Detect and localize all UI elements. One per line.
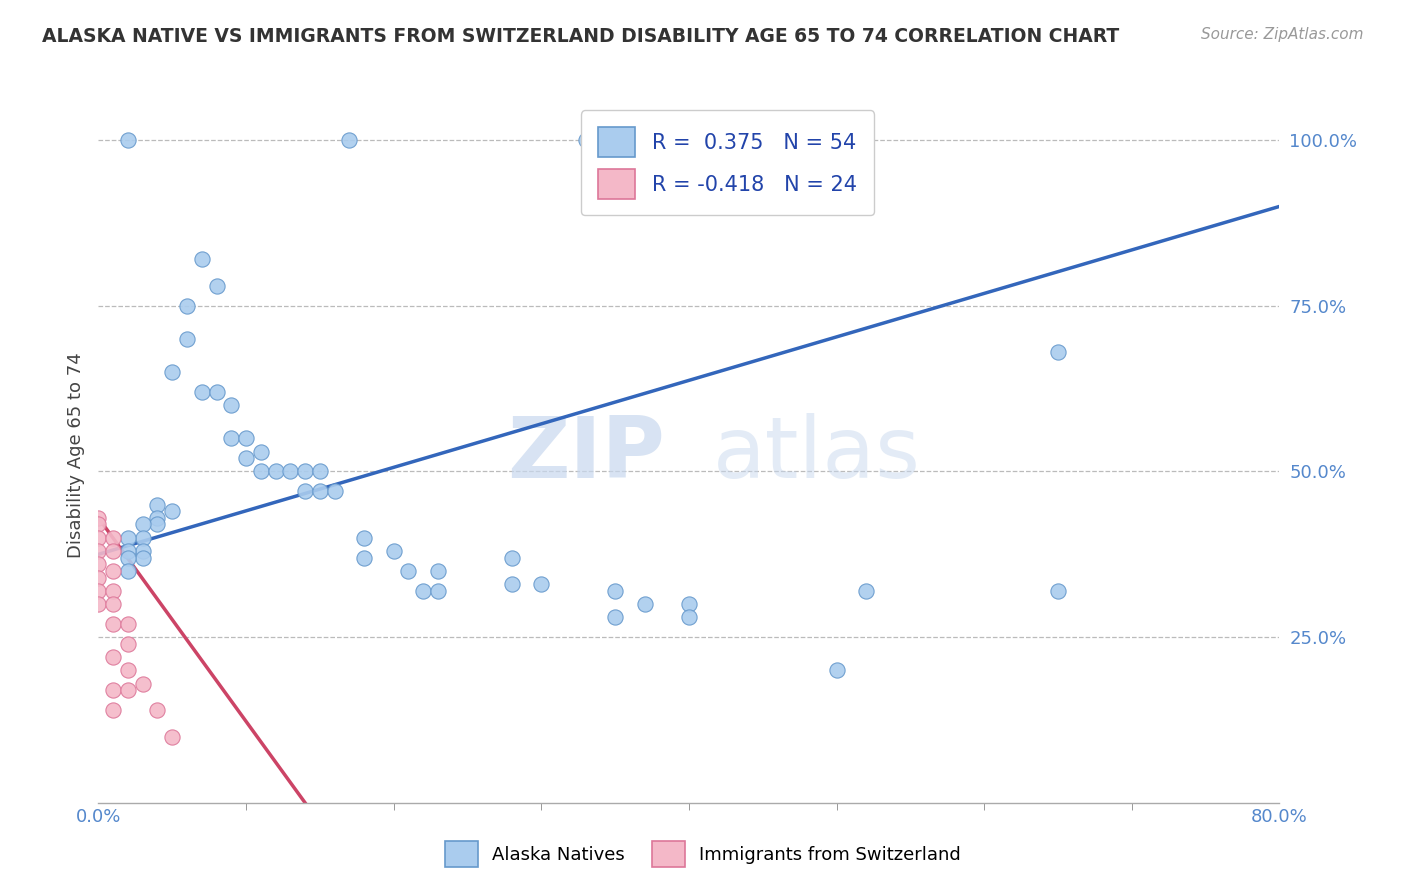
- Point: [117, 637, 139, 651]
- Point: [323, 484, 346, 499]
- Point: [87, 517, 110, 532]
- Point: [353, 550, 375, 565]
- Point: [250, 465, 273, 479]
- Point: [146, 511, 169, 525]
- Point: [191, 252, 214, 267]
- Point: [294, 484, 316, 499]
- Point: [117, 683, 139, 698]
- Point: [294, 465, 316, 479]
- Y-axis label: Disability Age 65 to 74: Disability Age 65 to 74: [66, 352, 84, 558]
- Point: [87, 511, 110, 525]
- Point: [103, 616, 125, 631]
- Point: [146, 498, 169, 512]
- Point: [382, 544, 405, 558]
- Point: [117, 663, 139, 677]
- Point: [633, 597, 655, 611]
- Point: [264, 465, 287, 479]
- Point: [103, 544, 125, 558]
- Point: [103, 703, 125, 717]
- Point: [219, 431, 242, 445]
- Point: [117, 564, 139, 578]
- Point: [530, 577, 553, 591]
- Point: [427, 564, 450, 578]
- Point: [176, 299, 198, 313]
- Point: [117, 133, 139, 147]
- Point: [162, 504, 183, 518]
- Point: [87, 583, 110, 598]
- Point: [309, 465, 332, 479]
- Point: [825, 663, 848, 677]
- Point: [427, 583, 450, 598]
- Point: [353, 531, 375, 545]
- Point: [103, 531, 125, 545]
- Point: [87, 597, 110, 611]
- Point: [87, 558, 110, 572]
- Point: [855, 583, 877, 598]
- Point: [205, 279, 228, 293]
- Point: [117, 544, 139, 558]
- Point: [103, 683, 125, 698]
- Point: [117, 616, 139, 631]
- Point: [574, 133, 596, 147]
- Point: [146, 703, 169, 717]
- Point: [1046, 345, 1069, 359]
- Point: [103, 583, 125, 598]
- Point: [337, 133, 360, 147]
- Point: [117, 531, 139, 545]
- Point: [117, 550, 139, 565]
- Point: [605, 583, 627, 598]
- Point: [605, 610, 627, 624]
- Point: [1046, 583, 1069, 598]
- Point: [678, 610, 700, 624]
- Point: [132, 550, 155, 565]
- Point: [412, 583, 434, 598]
- Text: ZIP: ZIP: [508, 413, 665, 497]
- Point: [235, 451, 257, 466]
- Point: [132, 531, 155, 545]
- Point: [501, 577, 523, 591]
- Point: [235, 431, 257, 445]
- Text: atlas: atlas: [713, 413, 921, 497]
- Point: [250, 444, 273, 458]
- Point: [103, 597, 125, 611]
- Legend: R =  0.375   N = 54, R = -0.418   N = 24: R = 0.375 N = 54, R = -0.418 N = 24: [581, 111, 873, 215]
- Point: [132, 517, 155, 532]
- Point: [309, 484, 332, 499]
- Point: [191, 384, 214, 399]
- Legend: Alaska Natives, Immigrants from Switzerland: Alaska Natives, Immigrants from Switzerl…: [439, 834, 967, 874]
- Point: [501, 550, 523, 565]
- Point: [103, 564, 125, 578]
- Point: [132, 544, 155, 558]
- Point: [103, 650, 125, 665]
- Point: [87, 544, 110, 558]
- Point: [278, 465, 302, 479]
- Point: [678, 597, 700, 611]
- Point: [87, 570, 110, 584]
- Point: [176, 332, 198, 346]
- Point: [205, 384, 228, 399]
- Point: [87, 531, 110, 545]
- Point: [219, 398, 242, 412]
- Point: [146, 517, 169, 532]
- Point: [132, 676, 155, 690]
- Point: [396, 564, 419, 578]
- Point: [162, 365, 183, 379]
- Text: ALASKA NATIVE VS IMMIGRANTS FROM SWITZERLAND DISABILITY AGE 65 TO 74 CORRELATION: ALASKA NATIVE VS IMMIGRANTS FROM SWITZER…: [42, 27, 1119, 45]
- Text: Source: ZipAtlas.com: Source: ZipAtlas.com: [1201, 27, 1364, 42]
- Point: [162, 730, 183, 744]
